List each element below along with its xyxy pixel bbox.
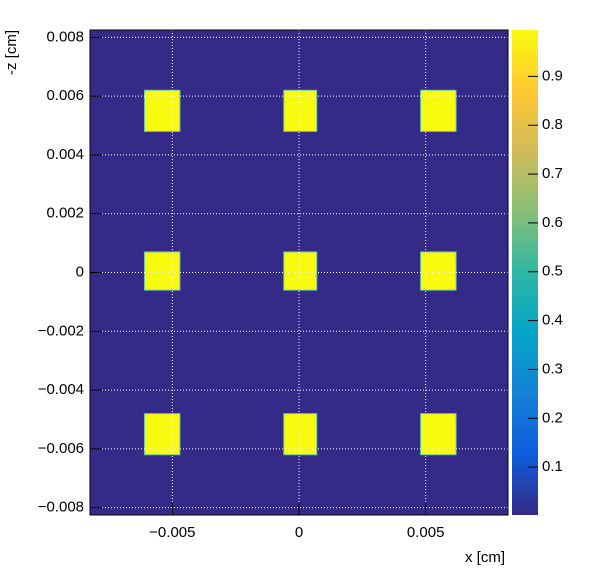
y-tick-label: 0 [76,263,84,280]
heatmap-cell [143,251,181,291]
x-axis-label: x [cm] [465,549,505,566]
heatmap-cell [420,413,457,456]
colorbar-tick-label: 0.8 [542,116,563,133]
y-tick-label: 0.002 [46,205,84,222]
y-tick-label: 0.008 [46,28,84,45]
x-tick-label: 0.005 [407,524,445,541]
heatmap-cell [283,413,318,456]
y-tick-label: 0.004 [46,146,84,163]
colorbar-tick-label: 0.6 [542,214,563,231]
colorbar-tick-label: 0.4 [542,312,563,329]
y-tick-label: −0.006 [38,440,84,457]
heatmap-cell [420,251,457,291]
colorbar-tick-label: 0.9 [542,67,563,84]
y-tick-label: −0.008 [38,499,84,516]
heatmap-cell [283,89,318,132]
plot-frame [89,29,509,516]
colorbar [512,30,538,515]
y-tick-label: −0.004 [38,381,84,398]
heatmap-cell [143,89,181,132]
y-tick-label: −0.002 [38,322,84,339]
heatmap-cell [143,413,181,456]
colorbar-tick-label: 0.2 [542,409,563,426]
heatmap-cell [420,89,457,132]
heatmap-cell [283,251,318,291]
y-axis-label: -z [cm] [3,30,20,75]
colorbar-tick-label: 0.7 [542,165,563,182]
x-tick-label: −0.005 [149,524,195,541]
x-tick-label: 0 [295,524,303,541]
colorbar-tick-label: 0.1 [542,458,563,475]
colorbar-tick-label: 0.5 [542,263,563,280]
y-tick-label: 0.006 [46,87,84,104]
colorbar-tick-label: 0.3 [542,360,563,377]
